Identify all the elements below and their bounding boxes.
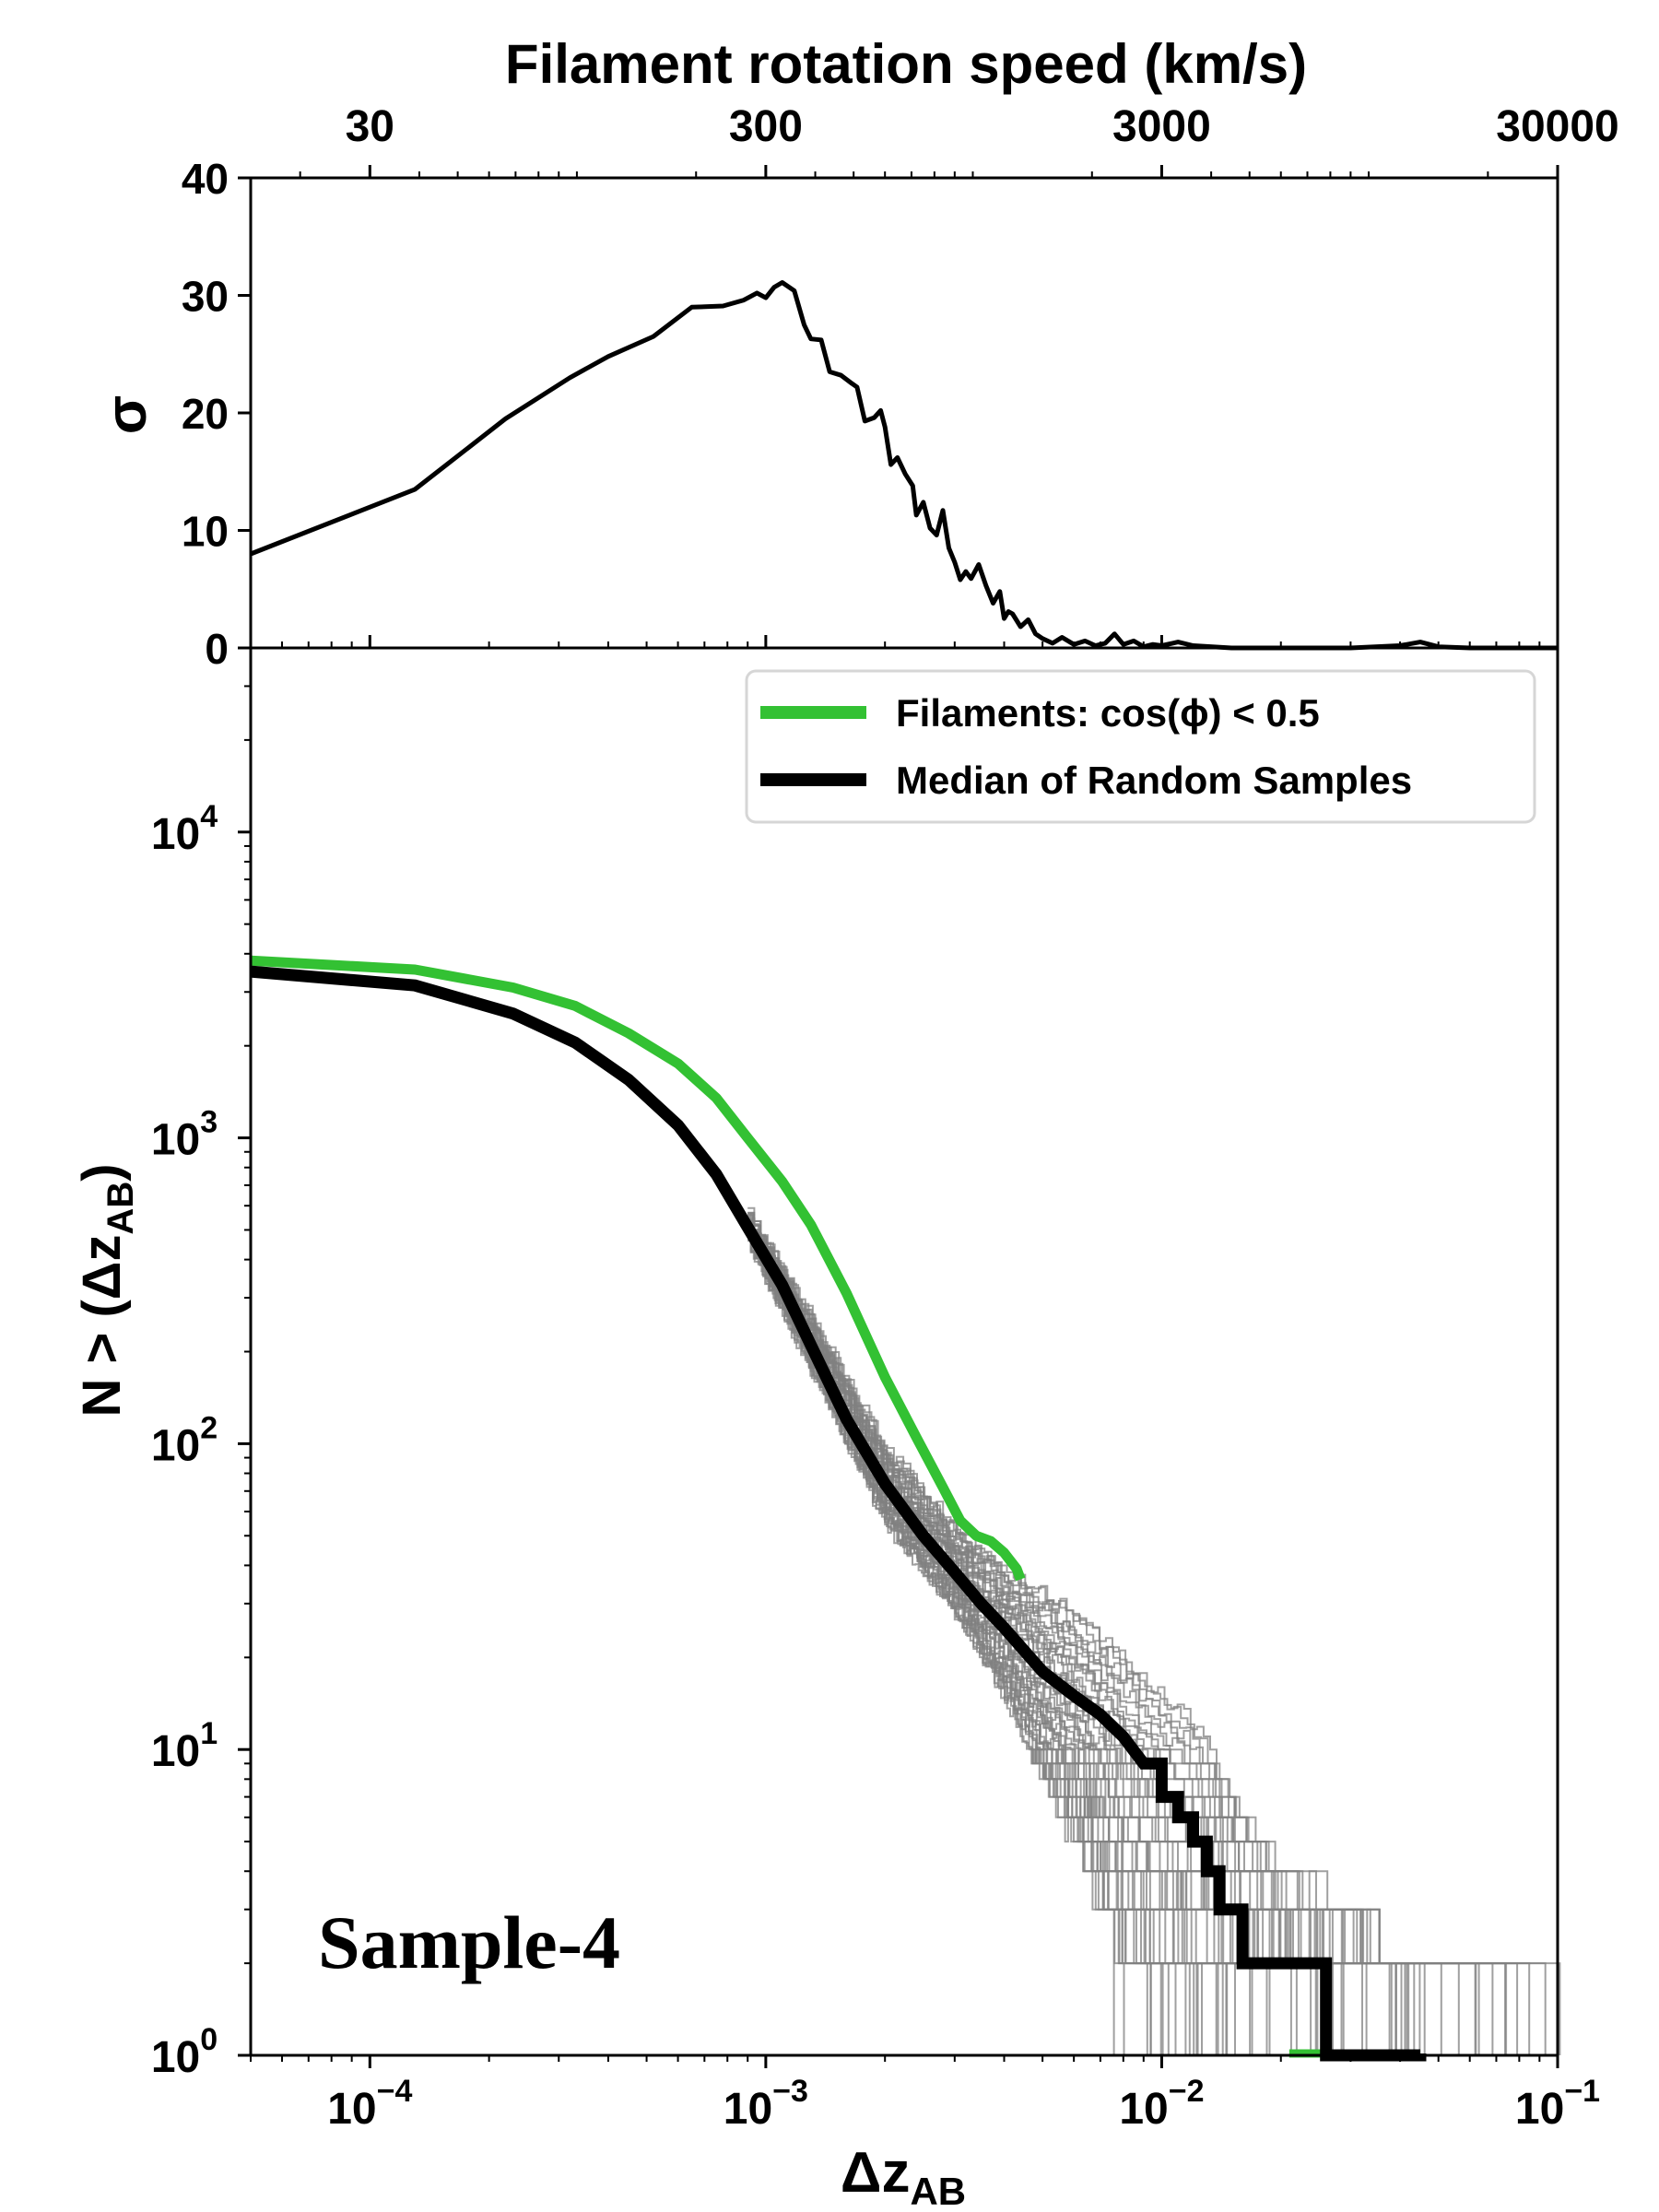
cumulative-axis-title: N > (ΔzAB) (72, 1163, 141, 1417)
legend-median-label: Median of Random Samples (896, 759, 1412, 802)
legend: Filaments: cos(ϕ) < 0.5 Median of Random… (745, 669, 1536, 824)
x-title-sub: AB (910, 2170, 966, 2212)
sigma-axis-title: σ (95, 395, 159, 434)
sigma-ytick-label-0: 0 (205, 625, 229, 673)
sigma-ytick-label-1: 10 (182, 508, 229, 556)
cumulative-ytick-label-3-base: 10 (151, 1116, 200, 1165)
cumulative-xtick-label-3: 10−1 (1515, 2074, 1600, 2134)
cumulative-ytick-label-2-exp: 2 (200, 1410, 218, 1445)
sample-label: Sample-4 (318, 1900, 620, 1984)
random-sample-line (747, 1211, 1531, 2055)
cumulative-ytick-label-2: 102 (151, 1410, 218, 1470)
top-axis-tick-label-2: 3000 (1112, 102, 1211, 151)
sigma-ytick-label-4: 40 (182, 155, 229, 203)
top-axis-tick-label-3: 30000 (1496, 102, 1618, 151)
cumulative-ytick-label-3: 103 (151, 1105, 218, 1165)
legend-filaments-label: Filaments: cos(ϕ) < 0.5 (896, 691, 1320, 735)
sigma-panel-ticks: 0 10 20 30 40 30 300 3000 30000 (182, 102, 1619, 673)
cumulative-xtick-label-3-exp: −1 (1564, 2074, 1600, 2109)
sigma-panel: 0 10 20 30 40 30 300 3000 30000 (182, 102, 1619, 673)
cumulative-xtick-label-2-base: 10 (1119, 2085, 1168, 2134)
top-axis-tick-label-0: 30 (346, 102, 394, 151)
y-title-close: ) (72, 1163, 132, 1181)
top-axis-tick-label-1: 300 (729, 102, 803, 151)
cumulative-xtick-label-2: 10−2 (1119, 2074, 1204, 2134)
sigma-line (250, 280, 1558, 651)
top-axis-title: Filament rotation speed (km/s) (505, 33, 1307, 95)
filaments-line (250, 955, 1026, 1582)
sigma-ytick-label-3: 30 (182, 273, 229, 321)
x-axis-title: ΔzAB (841, 2141, 966, 2212)
cumulative-xtick-label-1-base: 10 (724, 2085, 772, 2134)
cumulative-xtick-label-0: 10−4 (327, 2074, 412, 2134)
cumulative-ytick-label-2-base: 10 (151, 1421, 200, 1470)
cumulative-xtick-label-0-exp: −4 (377, 2074, 413, 2109)
cumulative-xtick-label-0-base: 10 (327, 2085, 376, 2134)
y-title-main: N > (Δz (72, 1235, 132, 1418)
cumulative-ytick-label-0: 100 (151, 2022, 218, 2082)
x-title-main: Δz (841, 2141, 911, 2205)
y-title-sub: AB (100, 1182, 141, 1235)
cumulative-ytick-label-1-base: 10 (151, 1727, 200, 1776)
legend-box (745, 669, 1536, 824)
cumulative-panel-frame (249, 646, 1559, 2057)
cumulative-ytick-label-3-exp: 3 (200, 1105, 218, 1140)
median-line (250, 965, 1427, 2062)
sigma-panel-series (250, 280, 1558, 651)
cumulative-ytick-label-4: 104 (151, 799, 218, 859)
cumulative-ytick-label-0-exp: 0 (200, 2022, 218, 2057)
cumulative-xtick-label-1-exp: −3 (772, 2074, 808, 2109)
cumulative-xtick-label-2-exp: −2 (1169, 2074, 1205, 2109)
sigma-ytick-label-2: 20 (182, 390, 229, 438)
cumulative-panel-series (250, 955, 1427, 2062)
cumulative-xtick-label-3-base: 10 (1515, 2085, 1564, 2134)
cumulative-xtick-label-1: 10−3 (724, 2074, 808, 2134)
cumulative-ytick-label-4-base: 10 (151, 810, 200, 859)
cumulative-ytick-label-1: 101 (151, 1716, 218, 1776)
cumulative-ytick-label-0-base: 10 (151, 2033, 200, 2082)
cumulative-ytick-label-1-exp: 1 (200, 1716, 218, 1751)
cumulative-ytick-label-4-exp: 4 (200, 799, 218, 834)
